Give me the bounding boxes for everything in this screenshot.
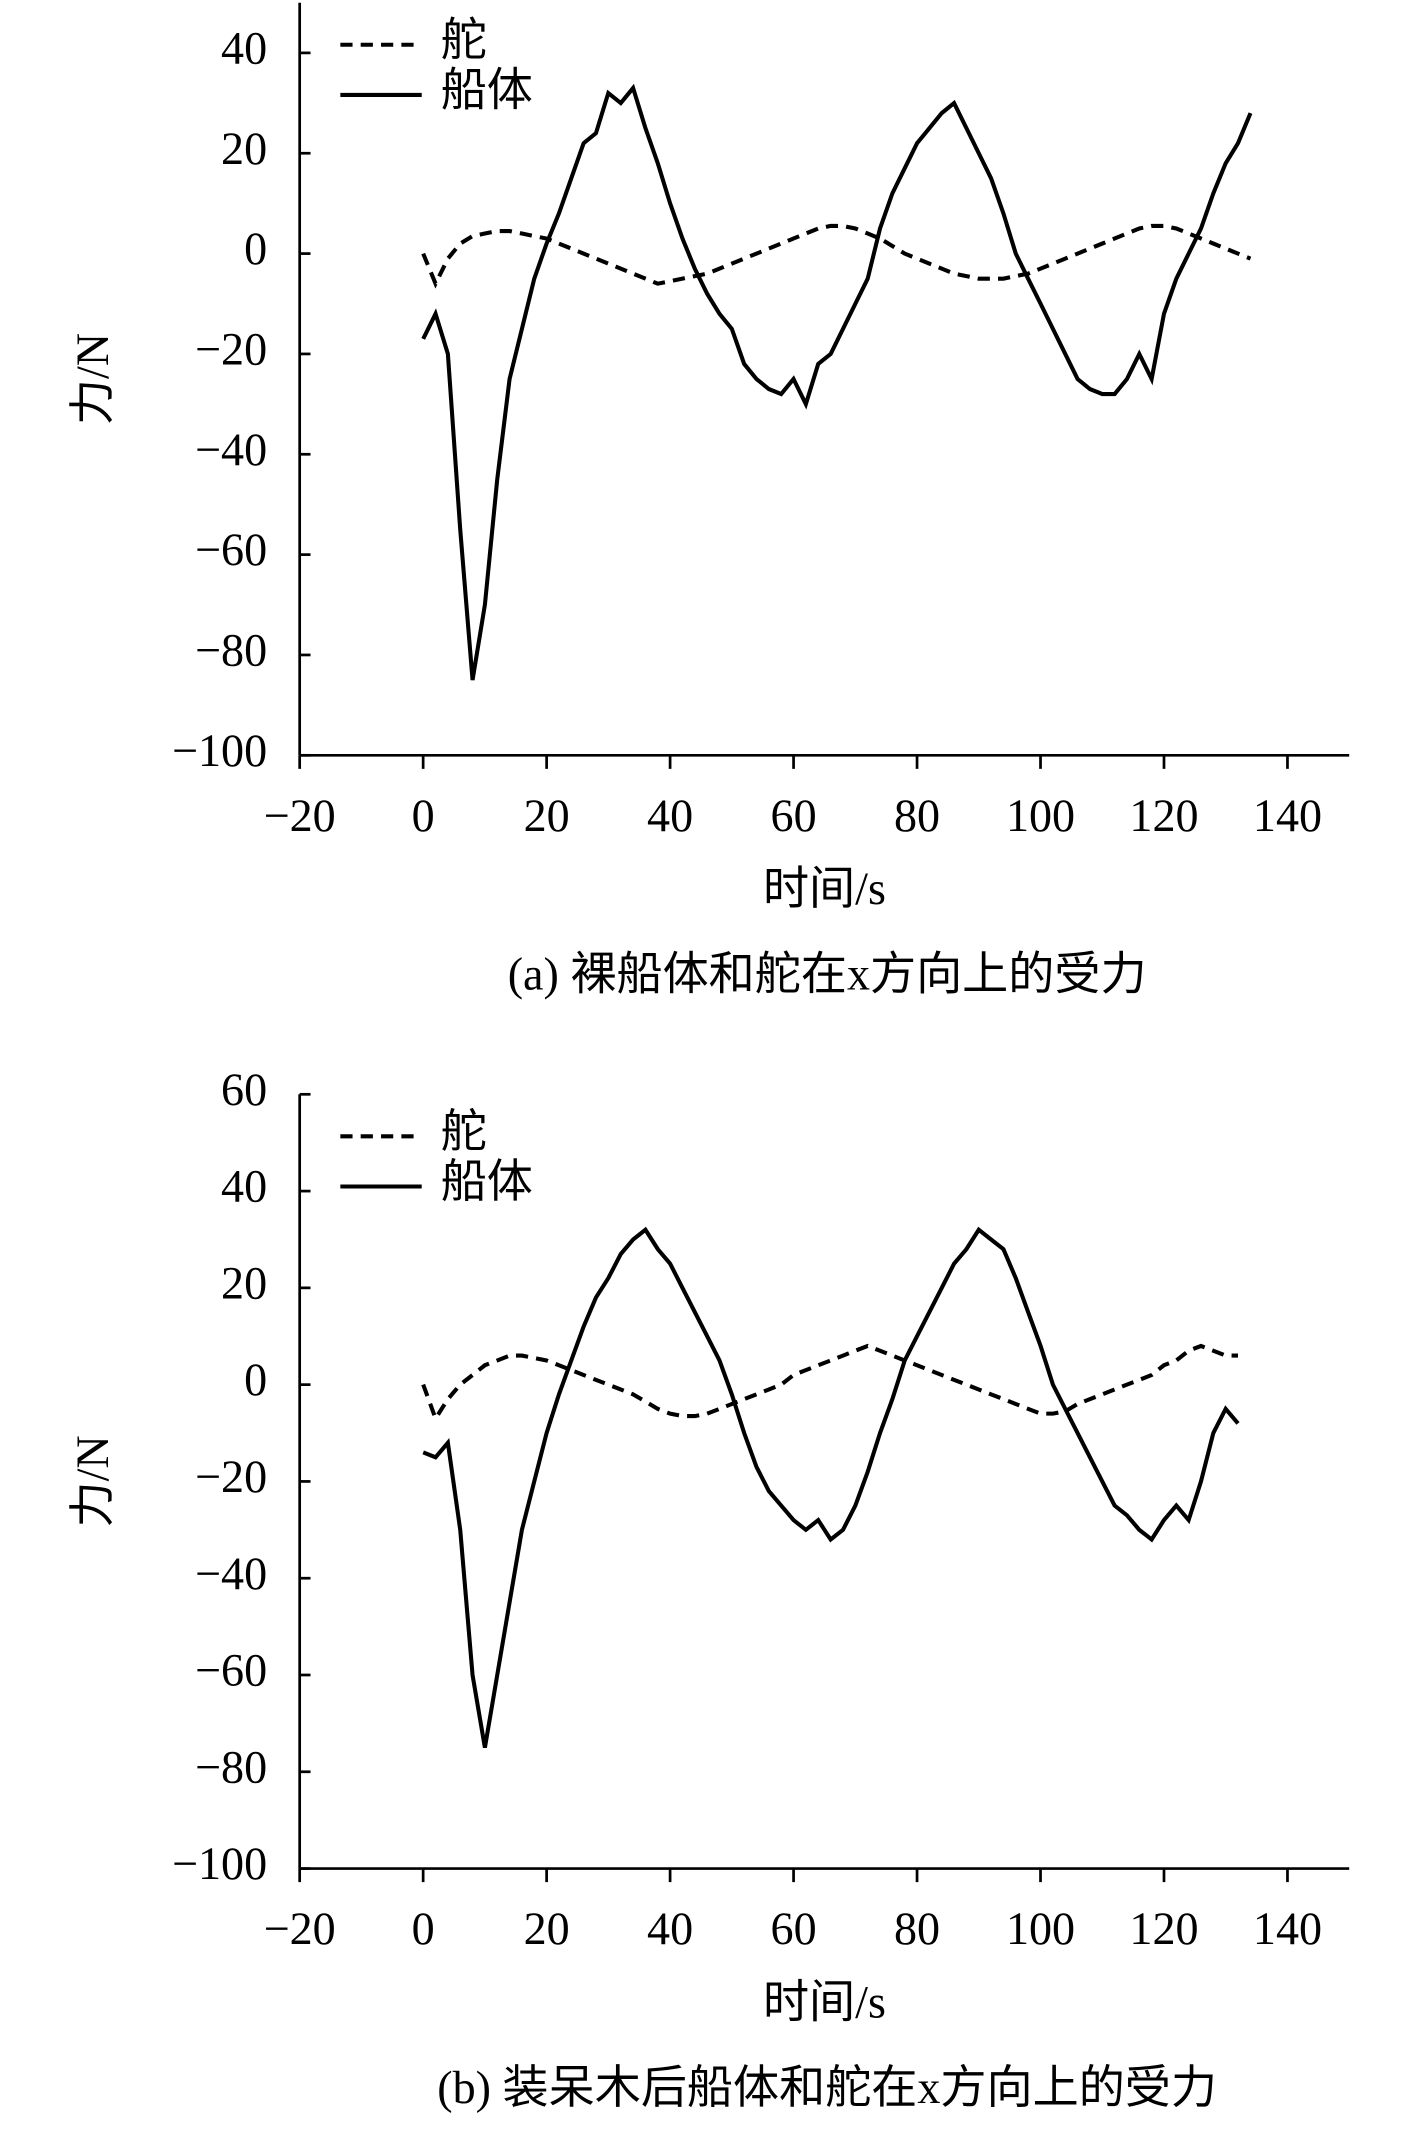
- x-axis-title: 时间/s: [763, 863, 886, 914]
- x-tick-label: 0: [412, 1903, 435, 1954]
- x-tick-label: 100: [1006, 1903, 1075, 1954]
- x-tick-label: 20: [524, 790, 570, 841]
- x-tick-label: 120: [1129, 1903, 1198, 1954]
- x-tick-label: 40: [647, 1903, 693, 1954]
- x-tick-label: 60: [771, 790, 817, 841]
- y-tick-label: 60: [221, 1064, 267, 1115]
- y-axis-title: 力/N: [67, 333, 118, 425]
- y-tick-label: −100: [172, 725, 267, 776]
- y-tick-label: 20: [221, 1257, 267, 1308]
- y-tick-label: 0: [244, 1354, 267, 1405]
- x-tick-label: 120: [1129, 790, 1198, 841]
- x-tick-label: 0: [412, 790, 435, 841]
- x-axis-title: 时间/s: [763, 1976, 886, 2027]
- y-tick-label: −40: [195, 1548, 267, 1599]
- legend-label: 舵: [441, 14, 487, 65]
- y-tick-label: −20: [195, 1451, 267, 1502]
- x-tick-label: 140: [1253, 1903, 1322, 1954]
- legend-label: 船体: [441, 65, 533, 116]
- y-tick-label: −60: [195, 524, 267, 575]
- y-tick-label: −60: [195, 1645, 267, 1696]
- y-tick-label: 20: [221, 123, 267, 174]
- legend-label: 船体: [441, 1156, 533, 1207]
- series-line: [421, 223, 1252, 289]
- series-line: [421, 83, 1253, 681]
- x-tick-label: 140: [1253, 790, 1322, 841]
- x-tick-label: −20: [264, 790, 336, 841]
- series-line: [421, 1343, 1239, 1424]
- x-tick-label: −20: [264, 1903, 336, 1954]
- legend-label: 舵: [441, 1106, 487, 1157]
- y-tick-label: −100: [172, 1838, 267, 1889]
- y-tick-label: 40: [221, 22, 267, 73]
- caption: (a) 裸船体和舵在x方向上的受力: [508, 949, 1147, 1000]
- y-axis-title: 力/N: [67, 1435, 118, 1527]
- y-tick-label: −80: [195, 625, 267, 676]
- series-line: [422, 1226, 1240, 1748]
- y-tick-label: 0: [244, 223, 267, 274]
- x-tick-label: 100: [1006, 790, 1075, 841]
- y-tick-label: 40: [221, 1161, 267, 1212]
- caption: (b) 装呆木后船体和舵在x方向上的受力: [437, 2062, 1217, 2113]
- x-tick-label: 80: [894, 1903, 940, 1954]
- y-tick-label: −20: [195, 324, 267, 375]
- x-tick-label: 60: [771, 1903, 817, 1954]
- x-tick-label: 20: [524, 1903, 570, 1954]
- y-tick-label: −40: [195, 424, 267, 475]
- x-tick-label: 40: [647, 790, 693, 841]
- x-tick-label: 80: [894, 790, 940, 841]
- y-tick-label: −80: [195, 1741, 267, 1792]
